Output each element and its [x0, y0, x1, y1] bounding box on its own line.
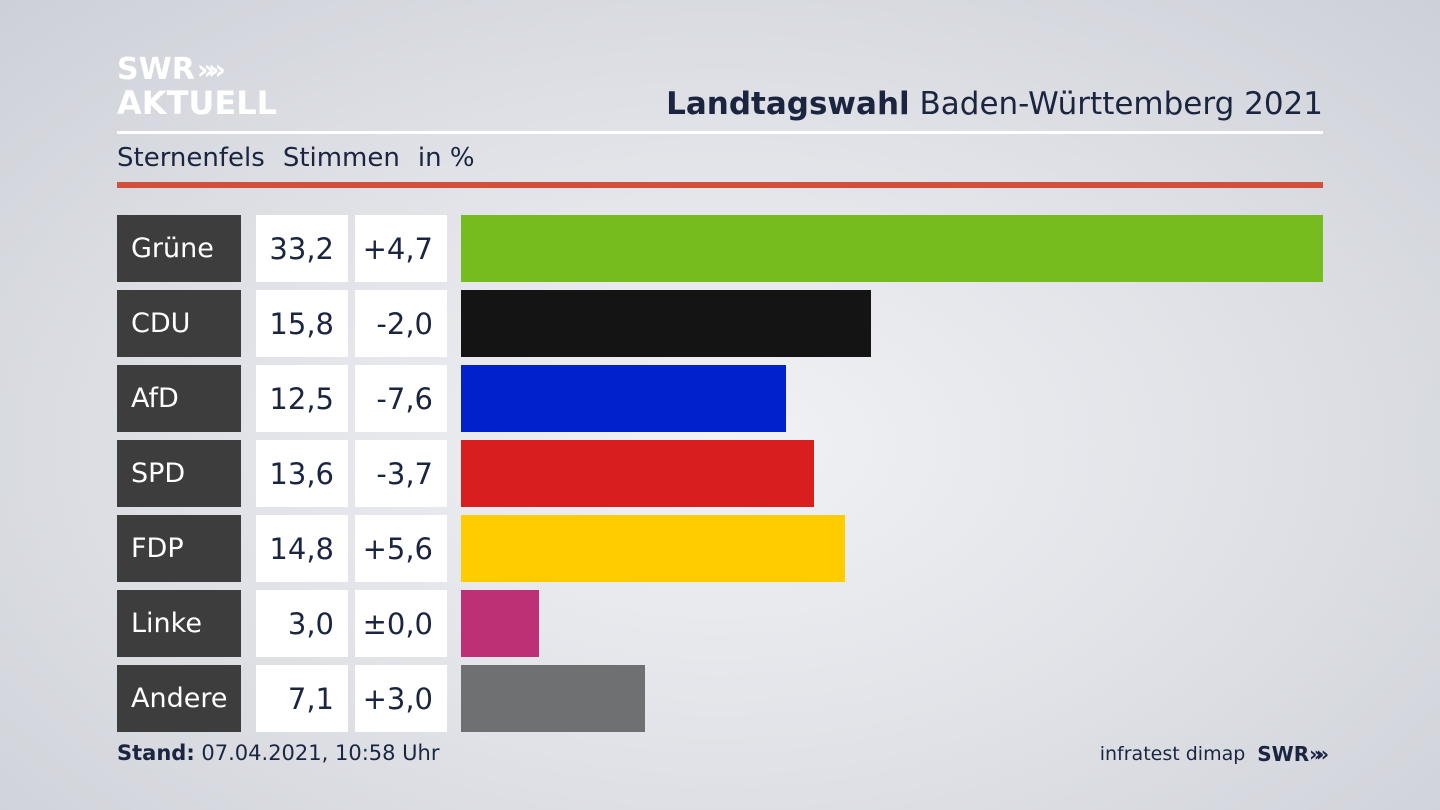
vote-change-value: +4,7: [355, 215, 447, 282]
title-rest: Baden-Württemberg 2021: [909, 86, 1324, 122]
title-bold: Landtagswahl: [666, 86, 910, 122]
vote-change-value: -2,0: [355, 290, 447, 357]
vote-change-value: +3,0: [355, 665, 447, 732]
party-label: Grüne: [117, 215, 241, 282]
vote-share-value: 15,8: [256, 290, 348, 357]
logo-chevron-icon: »: [207, 53, 226, 86]
party-label: Andere: [117, 665, 241, 732]
vote-change-value: +5,6: [355, 515, 447, 582]
stand-label: Stand:: [117, 741, 195, 765]
subhead-metric: Stimmen: [282, 143, 400, 173]
vote-share-value: 3,0: [256, 590, 348, 657]
vote-change-value: -7,6: [355, 365, 447, 432]
party-bar: [461, 365, 786, 432]
party-row: Linke 3,0 ±0,0: [117, 590, 1323, 657]
source-name: infratest dimap: [1099, 743, 1246, 765]
vote-share-value: 33,2: [256, 215, 348, 282]
party-label: SPD: [117, 440, 241, 507]
party-row: FDP 14,8 +5,6: [117, 515, 1323, 582]
swr-logo: SWR»»: [1257, 742, 1329, 766]
swr-aktuell-logo: SWR»» AKTUELL: [117, 52, 278, 122]
party-row: AfD 12,5 -7,6: [117, 365, 1323, 432]
vote-share-value: 13,6: [256, 440, 348, 507]
accent-divider: [117, 182, 1323, 188]
vote-change-value: -3,7: [355, 440, 447, 507]
logo-swr: SWR: [117, 52, 195, 87]
vote-share-value: 7,1: [256, 665, 348, 732]
source-credit: infratest dimap SWR»»: [1099, 742, 1329, 766]
party-bar: [461, 590, 539, 657]
page-title: Landtagswahl Baden-Württemberg 2021: [666, 86, 1323, 122]
party-row: CDU 15,8 -2,0: [117, 290, 1323, 357]
party-bar: [461, 215, 1323, 282]
party-row: Andere 7,1 +3,0: [117, 665, 1323, 732]
party-row: Grüne 33,2 +4,7: [117, 215, 1323, 282]
vote-share-value: 14,8: [256, 515, 348, 582]
swr-logo-text: SWR: [1257, 742, 1310, 766]
party-bar: [461, 665, 645, 732]
party-label: CDU: [117, 290, 241, 357]
subhead-unit: in %: [417, 143, 475, 173]
party-bar: [461, 515, 845, 582]
vote-share-value: 12,5: [256, 365, 348, 432]
party-label: AfD: [117, 365, 241, 432]
subheading: Sternenfels Stimmen in %: [117, 143, 493, 173]
title-divider: [117, 131, 1323, 134]
subhead-place: Sternenfels: [117, 143, 265, 173]
party-bar: [461, 290, 871, 357]
logo-aktuell: AKTUELL: [117, 84, 278, 122]
party-row: SPD 13,6 -3,7: [117, 440, 1323, 507]
stand-value: 07.04.2021, 10:58 Uhr: [194, 741, 440, 765]
party-bar: [461, 440, 814, 507]
logo-chevron-icon: »: [196, 53, 215, 86]
party-label: FDP: [117, 515, 241, 582]
timestamp: Stand: 07.04.2021, 10:58 Uhr: [117, 741, 440, 765]
vote-change-value: ±0,0: [355, 590, 447, 657]
party-label: Linke: [117, 590, 241, 657]
swr-chevron-icon: »: [1316, 742, 1329, 766]
